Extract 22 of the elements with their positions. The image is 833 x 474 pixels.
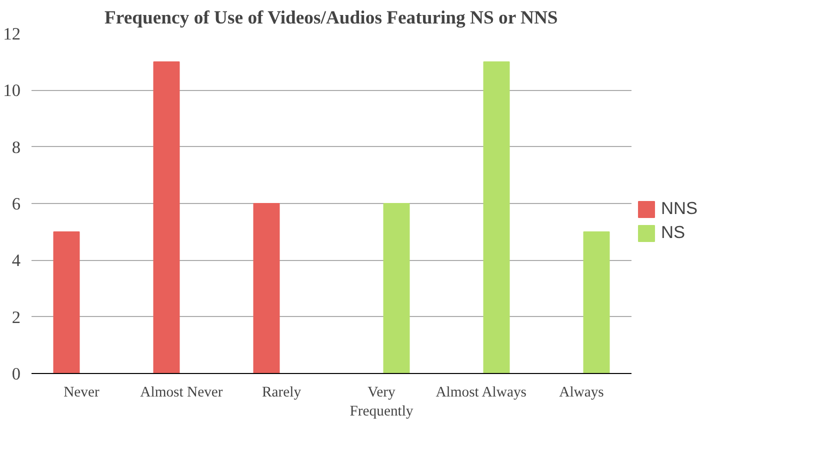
bar — [483, 61, 510, 374]
y-tick-label: 8 — [12, 138, 21, 157]
y-tick-label: 4 — [12, 251, 21, 270]
y-tick-label: 6 — [12, 194, 21, 214]
x-tick-label: Very Frequently — [350, 384, 414, 420]
legend-label: NS — [661, 222, 686, 243]
y-tick-label: 0 — [12, 364, 21, 384]
bar — [53, 231, 80, 374]
chart-title: Frequency of Use of Videos/Audios Featuring NS or NNS — [104, 8, 558, 28]
x-tick-label: Never — [64, 384, 100, 400]
legend-label: NNS — [661, 198, 698, 219]
bar — [583, 231, 610, 374]
y-tick-label: 2 — [12, 308, 21, 327]
y-tick-label: 10 — [3, 81, 20, 100]
y-tick-label: 12 — [3, 24, 20, 44]
bar — [153, 61, 180, 374]
x-tick-label: Rarely — [262, 384, 302, 400]
x-tick-label: Almost Never — [140, 384, 223, 400]
x-tick-label: Almost Always — [436, 384, 527, 400]
x-tick-label: Always — [559, 384, 604, 400]
bar — [253, 203, 280, 374]
bar — [383, 203, 410, 374]
